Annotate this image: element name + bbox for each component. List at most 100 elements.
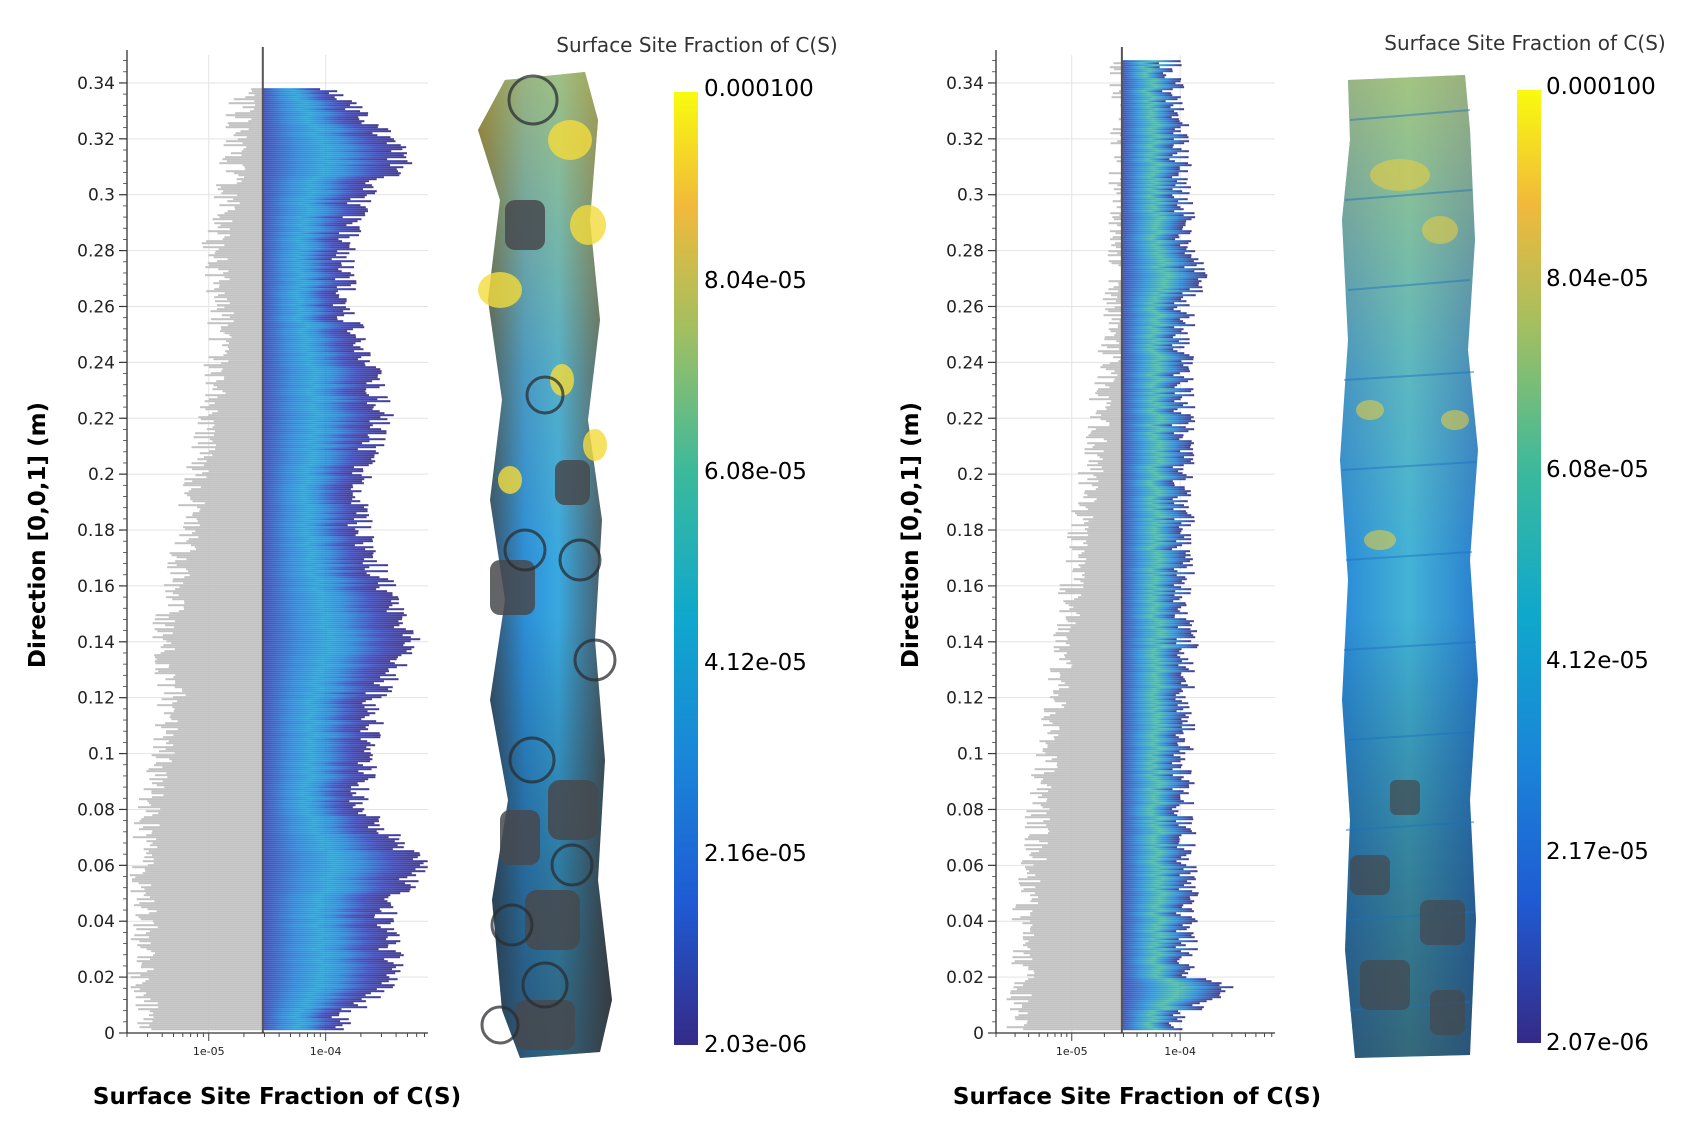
- left-histogram-bar: [221, 370, 263, 373]
- right-heatmap-row: [1121, 390, 1192, 393]
- right-histogram-bar: [1055, 712, 1122, 715]
- left-heatmap-row: [262, 702, 363, 705]
- right-histogram-bar: [1015, 906, 1122, 909]
- left-histogram-bar: [152, 814, 263, 817]
- right-histogram-bar: [1096, 476, 1122, 479]
- right-histogram-bar: [1110, 238, 1122, 241]
- right-heatmap-row: [1121, 336, 1173, 339]
- left-heatmap-row: [262, 674, 396, 677]
- right-heatmap-row: [1121, 860, 1177, 863]
- left-heatmap-row: [262, 890, 410, 893]
- left-heatmap-row: [262, 798, 369, 801]
- left-heatmap-row: [262, 298, 347, 301]
- left-heatmap-row: [262, 710, 368, 713]
- right-heatmap-row: [1121, 566, 1187, 569]
- right-heatmap-row: [1121, 754, 1174, 757]
- right-histogram-bar: [1019, 884, 1122, 887]
- right-y-axis-title: Direction [0,0,1] (m): [898, 402, 924, 668]
- right-heatmap-row: [1121, 966, 1195, 969]
- left-histogram-bar: [151, 790, 263, 793]
- left-heatmap-row: [262, 550, 376, 553]
- left-heatmap-row: [262, 964, 404, 967]
- right-histogram-bar: [1067, 536, 1122, 539]
- left-histogram-bar: [223, 272, 263, 275]
- left-histogram-bar: [164, 692, 263, 695]
- left-heatmap-row: [262, 822, 375, 825]
- left-heatmap-row: [262, 900, 388, 903]
- left-histogram-bar: [152, 830, 263, 833]
- left-heatmap-row: [262, 288, 356, 291]
- right-histogram-bar: [1098, 480, 1122, 483]
- left-heatmap-row: [262, 124, 379, 127]
- right-histogram-bar: [1047, 784, 1122, 787]
- left-histogram-bar: [140, 946, 263, 949]
- right-heatmap-row: [1121, 544, 1183, 547]
- left-heatmap-row: [262, 780, 365, 783]
- right-histogram-bar: [1043, 772, 1122, 775]
- left-histogram-bar: [133, 924, 263, 927]
- right-heatmap-row: [1121, 532, 1181, 535]
- right-histogram-bar: [1116, 340, 1122, 343]
- left-histogram-bar: [217, 188, 263, 191]
- left-histogram-bar: [127, 972, 263, 975]
- left-histogram-bar: [203, 364, 263, 367]
- left-heatmap-row: [262, 458, 372, 461]
- left-heatmap-row: [262, 944, 389, 947]
- left-heatmap-row: [262, 578, 389, 581]
- right-heatmap-row: [1121, 256, 1192, 259]
- right-histogram-bar: [1034, 892, 1122, 895]
- left-histogram-bar: [184, 576, 263, 579]
- right-heatmap-row: [1121, 696, 1186, 699]
- left-histogram-bar: [217, 226, 263, 229]
- right-heatmap-row: [1121, 710, 1177, 713]
- left-heatmap-row: [262, 752, 371, 755]
- left-heatmap-row: [262, 744, 376, 747]
- left-heatmap-row: [262, 120, 365, 123]
- right-heatmap-row: [1121, 580, 1182, 583]
- left-histogram-bar: [230, 152, 263, 155]
- left-heatmap-row: [262, 804, 356, 807]
- right-heatmap-row: [1121, 720, 1188, 723]
- right-histogram-bar: [1030, 920, 1122, 923]
- right-heatmap-row: [1121, 644, 1199, 647]
- right-y-tick-label: 0.18: [946, 521, 984, 541]
- right-y-tick-label: 0.06: [946, 856, 984, 876]
- right-heatmap-row: [1121, 576, 1186, 579]
- left-histogram-bar: [143, 994, 263, 997]
- left-histogram-bar: [215, 250, 263, 253]
- right-histogram-bar: [1030, 926, 1122, 929]
- right-heatmap-row: [1121, 788, 1173, 791]
- left-histogram-bar: [220, 186, 263, 189]
- left-heatmap-row: [262, 934, 400, 937]
- right-heatmap-row: [1121, 876, 1195, 879]
- left-heatmap: [262, 88, 428, 1031]
- right-histogram-bar: [1031, 994, 1122, 997]
- left-plot-area: 00.020.040.060.080.10.120.140.160.180.20…: [77, 47, 428, 1058]
- left-histogram-bar: [154, 618, 263, 621]
- right-histogram-bar: [1090, 416, 1122, 419]
- left-heatmap-row: [262, 386, 380, 389]
- left-histogram-bar: [166, 742, 263, 745]
- left-histogram-bar: [251, 118, 263, 121]
- left-heatmap-row: [262, 218, 362, 221]
- right-heatmap-row: [1121, 674, 1181, 677]
- left-histogram-bar: [148, 850, 263, 853]
- right-heatmap-row: [1121, 658, 1189, 661]
- left-histogram-bar: [163, 712, 263, 715]
- left-heatmap-row: [262, 836, 389, 839]
- left-histogram-bar: [217, 396, 263, 399]
- right-heatmap-row: [1121, 78, 1182, 81]
- left-heatmap-row: [262, 1010, 352, 1013]
- right-heatmap-row: [1121, 572, 1195, 575]
- left-histogram-bar: [207, 230, 263, 233]
- left-heatmap-row: [262, 270, 342, 273]
- right-histogram-bar: [1106, 402, 1122, 405]
- right-histogram-bar: [1039, 850, 1122, 853]
- left-histogram-bar: [197, 506, 263, 509]
- left-heatmap-row: [262, 234, 359, 237]
- right-heatmap-row: [1121, 174, 1179, 177]
- left-heatmap-row: [262, 216, 343, 219]
- left-histogram-bar: [217, 386, 263, 389]
- left-heatmap-row: [262, 792, 357, 795]
- right-heatmap-row: [1121, 60, 1181, 63]
